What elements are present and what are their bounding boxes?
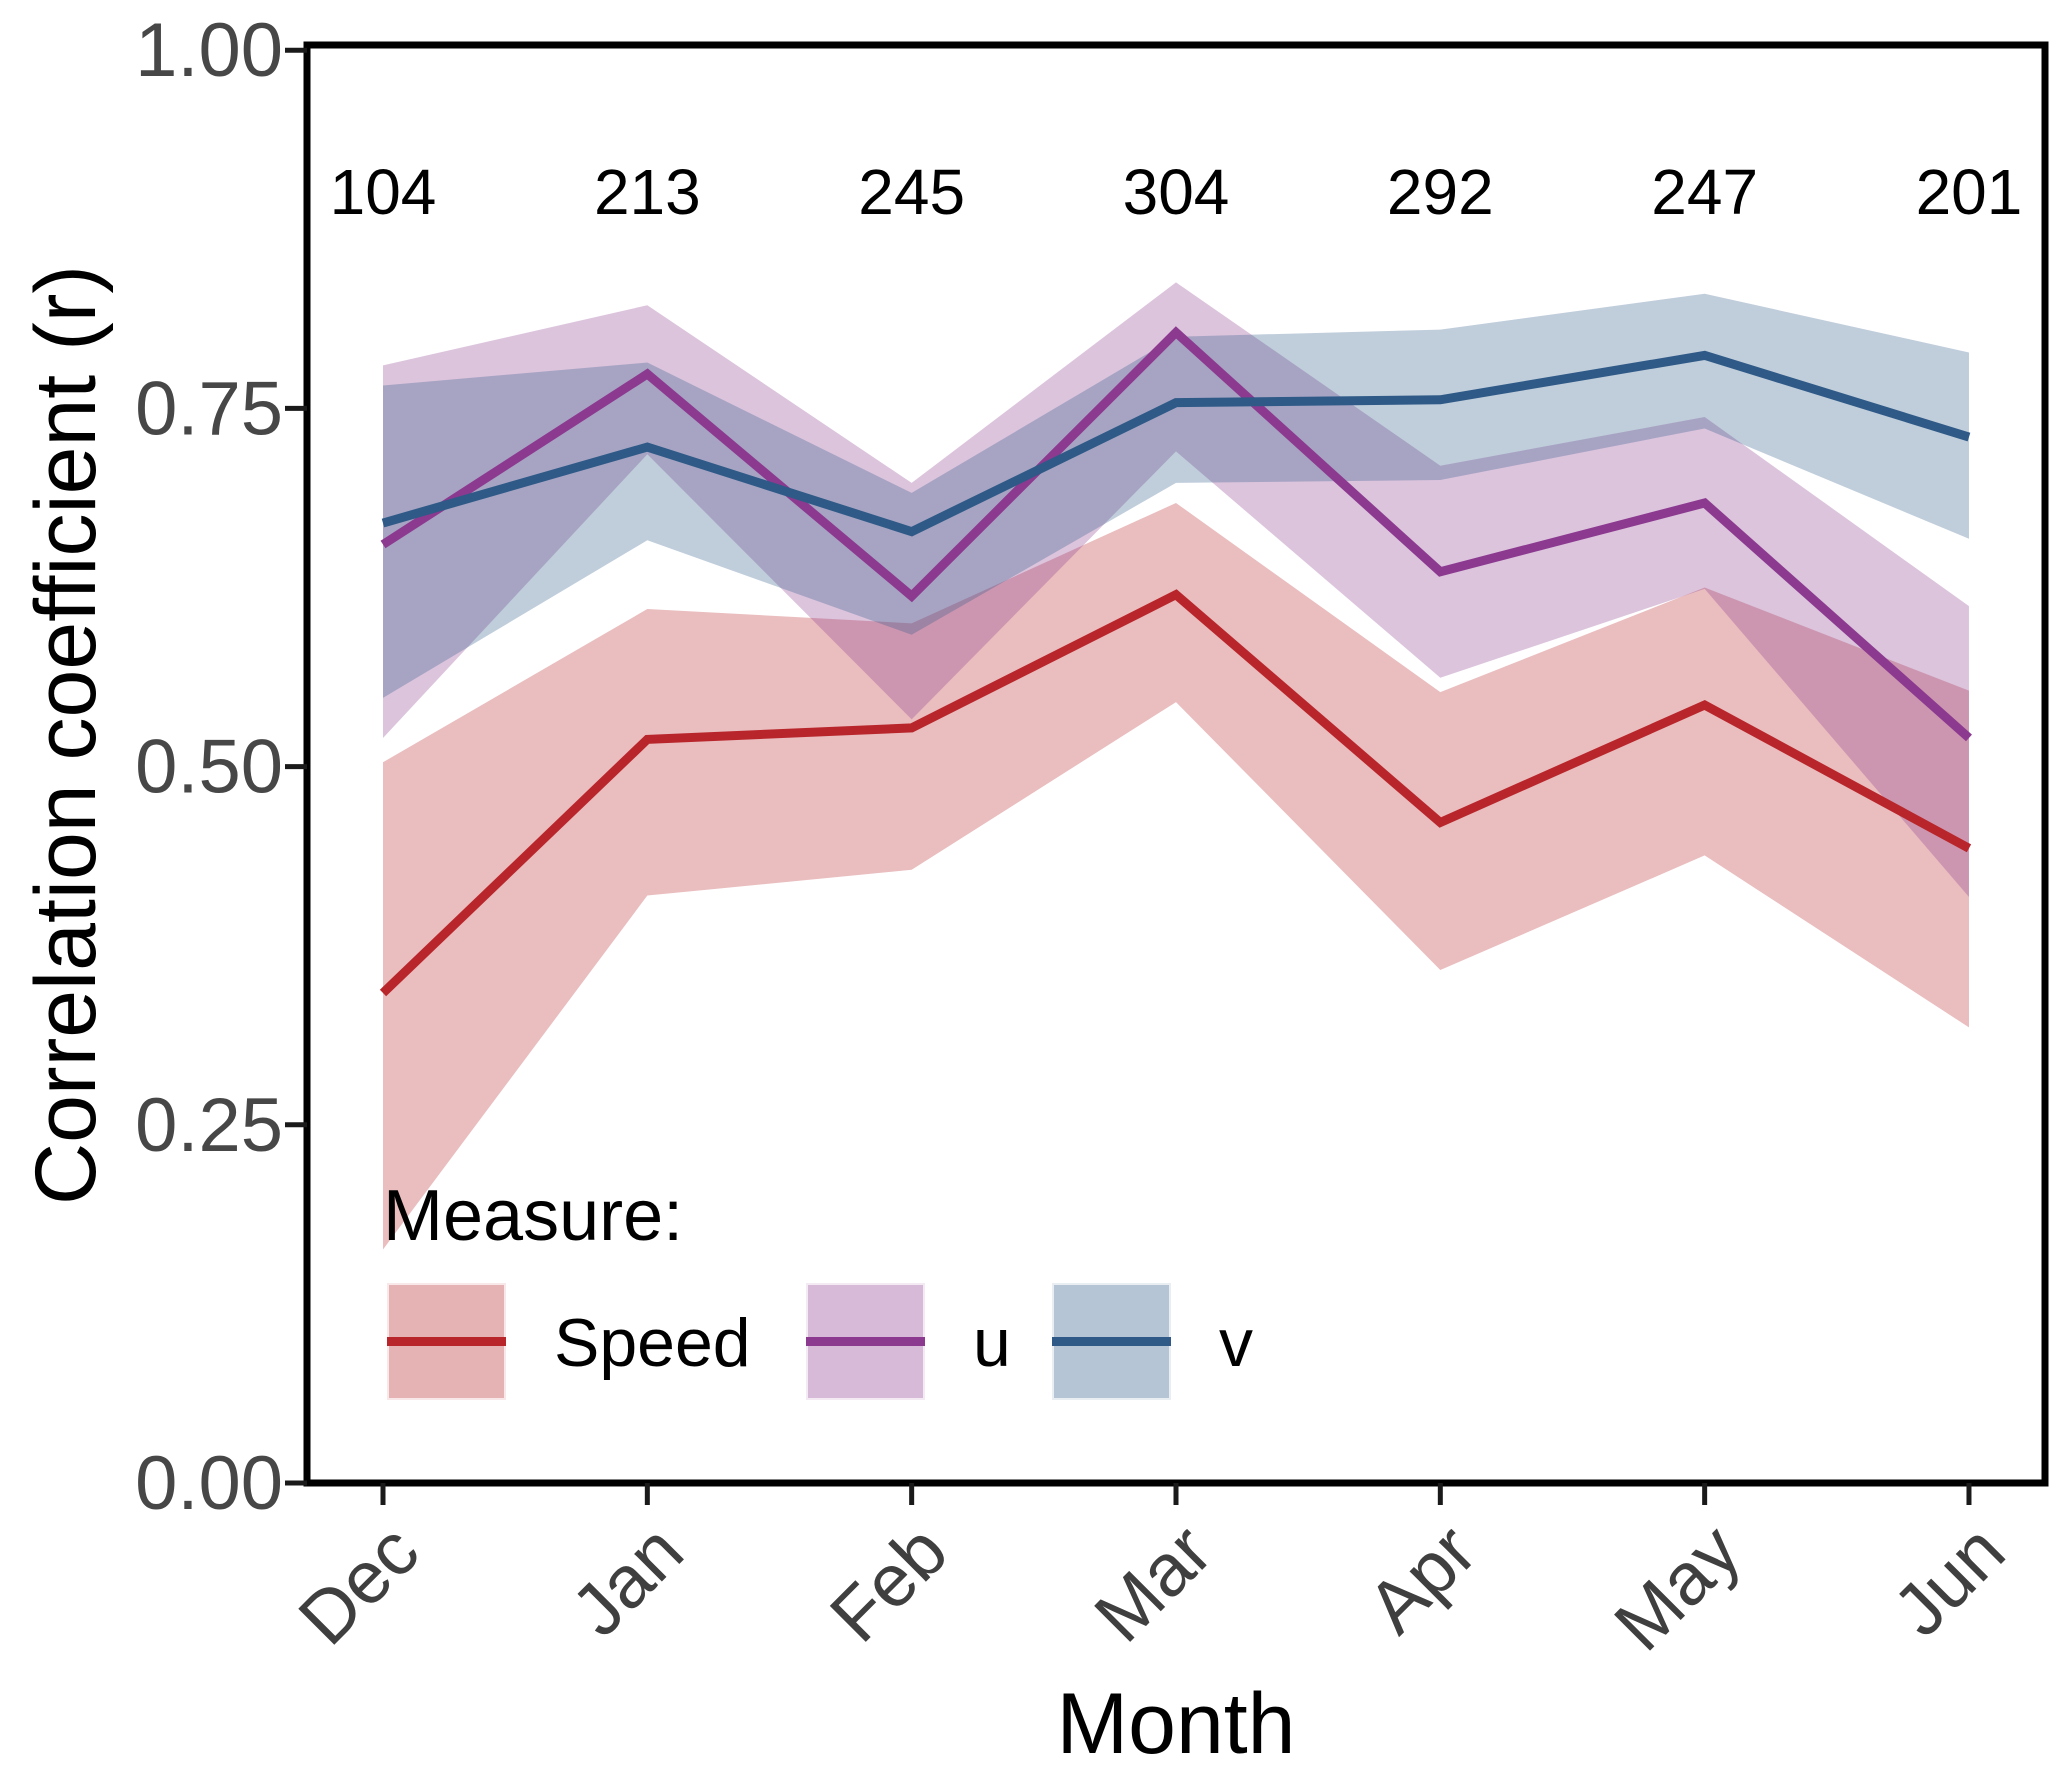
sample-count-labels: 104 213 245 304 292 247 201 (330, 156, 2023, 228)
line-Speed (379, 589, 1972, 997)
y-tick-label-0.25: 0.25 (135, 1083, 283, 1168)
y-tick-label-0.50: 0.50 (135, 725, 283, 810)
y-tick-label-0.75: 0.75 (135, 366, 283, 451)
count-label-Dec: 104 (330, 156, 437, 228)
legend: Speed u v (385, 1281, 1253, 1402)
band-u (383, 282, 1969, 897)
legend-title: Measure: (383, 1176, 683, 1256)
count-label-Jun: 201 (1916, 156, 2023, 228)
count-label-May: 247 (1651, 156, 1758, 228)
line-v (381, 350, 1971, 537)
x-tick-label-May: May (1598, 1509, 1756, 1667)
y-tick-label-0.00: 0.00 (135, 1441, 283, 1526)
count-label-Apr: 292 (1387, 156, 1494, 228)
legend-label-u: u (973, 1305, 1011, 1381)
count-label-Jan: 213 (594, 156, 701, 228)
line-u (380, 326, 1972, 742)
legend-label-Speed: Speed (554, 1305, 751, 1381)
y-tick-label-1.00: 1.00 (135, 8, 283, 93)
x-tick-label-Feb: Feb (814, 1509, 963, 1658)
legend-item-Speed: Speed (385, 1281, 751, 1402)
y-axis-title: Correlation coefficient (r) (18, 265, 114, 1205)
x-tick-label-Mar: Mar (1078, 1509, 1227, 1658)
x-tick-label-Dec: Dec (283, 1509, 435, 1661)
legend-item-u: u (804, 1281, 1011, 1402)
count-label-Feb: 245 (858, 156, 965, 228)
y-axis: 0.00 0.25 0.50 0.75 1.00 (135, 8, 307, 1526)
x-tick-label-Jun: Jun (1877, 1509, 2020, 1652)
legend-item-v: v (1050, 1281, 1253, 1402)
band-Speed (383, 502, 1969, 1250)
x-tick-label-Apr: Apr (1352, 1509, 1492, 1649)
x-tick-label-Jan: Jan (556, 1509, 699, 1652)
legend-label-v: v (1219, 1305, 1253, 1381)
series-lines (379, 326, 1972, 997)
band-v (383, 293, 1969, 698)
count-label-Mar: 304 (1123, 156, 1230, 228)
x-axis-title: Month (1056, 1676, 1295, 1772)
x-axis: Dec Jan Feb Mar Apr May Jun (283, 1483, 2020, 1667)
confidence-bands (383, 282, 1969, 1250)
